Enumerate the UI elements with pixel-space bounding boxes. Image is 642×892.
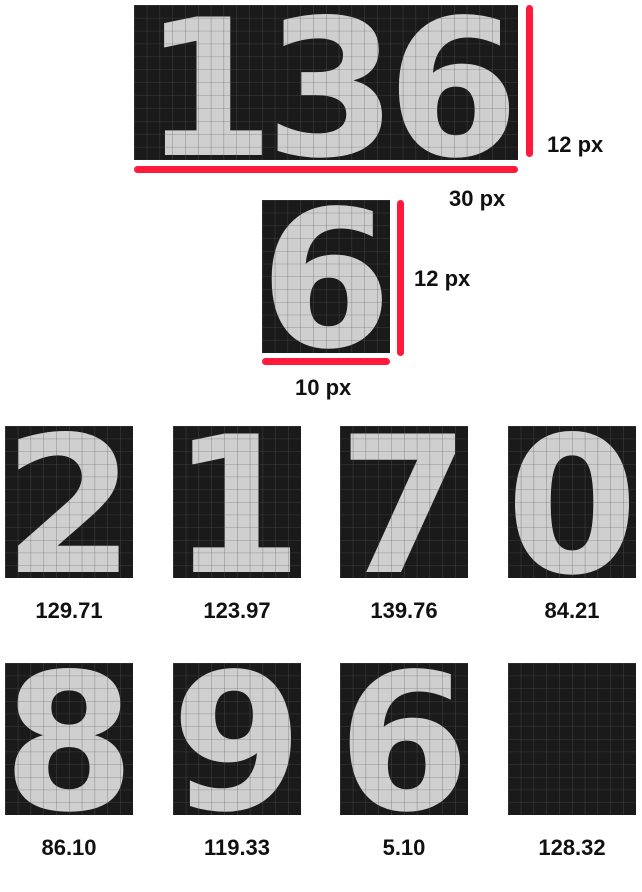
sample-digit-image: 0: [506, 396, 638, 617]
single-digit-width-bar: [262, 358, 390, 365]
single-digit-width-label: 10 px: [295, 375, 352, 400]
sample-digit-image: 7: [338, 396, 470, 617]
sample-score: 119.33: [203, 835, 271, 860]
sequence-height-bar: [526, 5, 533, 157]
sequence-height-label: 12 px: [547, 132, 604, 157]
sample-score: 123.97: [203, 598, 271, 623]
single-digit-height-label: 12 px: [414, 266, 471, 291]
sample-score: 84.21: [544, 598, 600, 623]
sample-score: 129.71: [35, 598, 103, 623]
sample-score: 139.76: [370, 598, 438, 623]
sequence-width-label: 30 px: [449, 186, 506, 211]
sequence-image: 136: [134, 0, 519, 200]
sequence-width-bar: [134, 166, 518, 173]
sample-score: 86.10: [41, 835, 97, 860]
sample-digit-image: 6: [338, 633, 470, 854]
sample-digit-image: [508, 663, 636, 815]
single-digit-image: 6: [260, 170, 392, 391]
sample-digit-image: 8: [3, 633, 135, 854]
sample-score: 5.10: [382, 835, 426, 860]
sample-digit-image: 9: [171, 633, 303, 854]
sample-digit-image: 2: [3, 396, 135, 617]
sample-score: 128.32: [538, 835, 606, 860]
single-digit-height-bar: [397, 200, 404, 356]
sample-digit-image: 1: [171, 396, 303, 617]
